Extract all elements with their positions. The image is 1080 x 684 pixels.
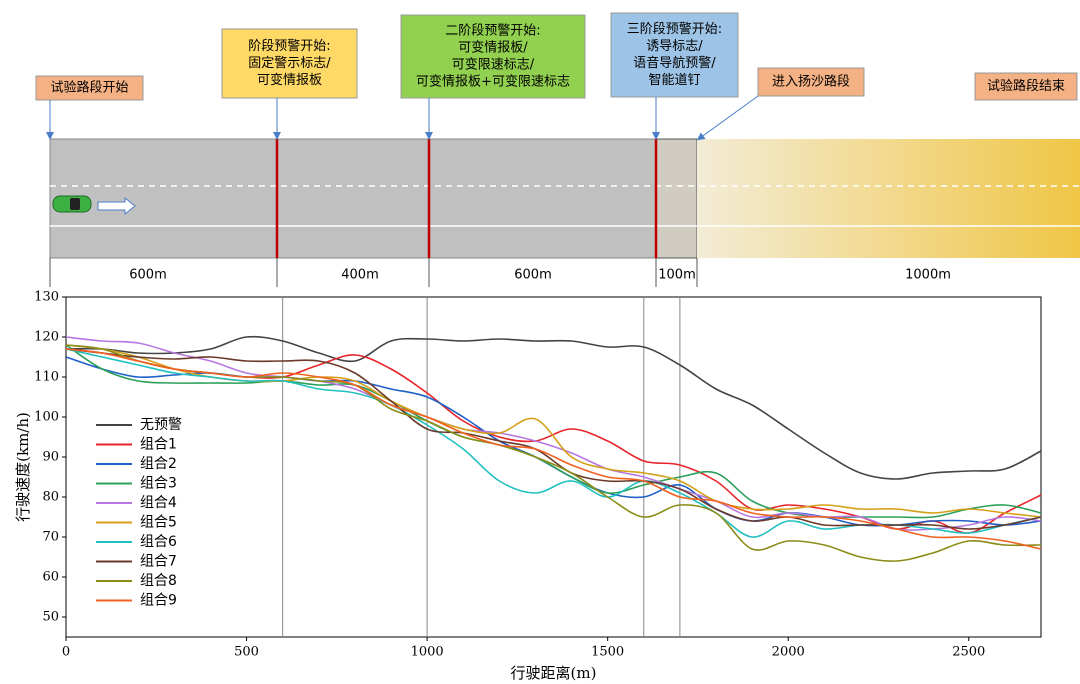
x-tick-label: 2500 <box>952 645 985 660</box>
series-line <box>66 337 1041 530</box>
legend-label: 组合4 <box>140 495 177 511</box>
y-tick-label: 120 <box>34 330 59 345</box>
callout-text: 可变情报板 <box>257 72 322 88</box>
road-normal <box>50 139 656 258</box>
x-tick-label: 1500 <box>591 645 624 660</box>
y-tick-label: 110 <box>34 370 59 385</box>
callout-text: 进入扬沙路段 <box>772 74 850 90</box>
y-tick-label: 100 <box>34 410 59 425</box>
legend-label: 无预警 <box>140 417 182 433</box>
series-line <box>66 349 1041 529</box>
callout-text: 固定警示标志/ <box>248 55 331 71</box>
legend-label: 组合3 <box>140 476 177 492</box>
legend-label: 组合5 <box>140 515 177 531</box>
y-axis-label: 行驶速度(km/h) <box>14 412 32 522</box>
series-line <box>66 345 1041 517</box>
x-tick-label: 0 <box>62 645 70 660</box>
callout-text: 智能道钉 <box>648 73 700 88</box>
segment-label: 100m <box>658 268 695 283</box>
callout-text: 可变情报板/ <box>458 40 528 56</box>
segment-label: 400m <box>341 268 378 283</box>
y-tick-label: 60 <box>42 570 59 585</box>
series-line <box>66 349 1041 549</box>
car-window <box>70 198 80 210</box>
x-tick-label: 1000 <box>411 645 444 660</box>
x-axis-label: 行驶距离(m) <box>511 664 597 682</box>
callout-text: 二阶段预警开始: <box>445 23 540 39</box>
legend-label: 组合1 <box>140 437 177 453</box>
callout-arrow <box>700 96 758 138</box>
legend-label: 组合8 <box>140 573 177 589</box>
callout-text: 试验路段结束 <box>987 78 1065 94</box>
series-line <box>66 345 1041 518</box>
x-tick-label: 2000 <box>772 645 805 660</box>
legend-label: 组合9 <box>140 593 177 609</box>
road <box>50 139 1080 258</box>
legend-label: 组合6 <box>140 534 177 550</box>
road-transition <box>656 139 697 258</box>
legend-label: 组合7 <box>140 554 177 570</box>
callout-text: 可变情报板+可变限速标志 <box>416 74 570 90</box>
legend-label: 组合2 <box>140 456 177 472</box>
chart: 0 500 1000 1500 2000 2500 50 60 70 80 90 100 110 120 1… <box>14 290 1041 683</box>
callout-text: 可变限速标志/ <box>452 57 535 73</box>
callout-text: 诱导标志/ <box>646 39 703 54</box>
callout-text: 试验路段开始 <box>50 80 128 96</box>
callout-text: 三阶段预警开始: <box>627 21 722 37</box>
series-line <box>66 337 1041 479</box>
y-tick-label: 50 <box>42 610 59 625</box>
segment-label: 600m <box>129 268 166 283</box>
y-tick-label: 90 <box>42 450 59 465</box>
y-tick-label: 130 <box>34 290 59 305</box>
segment-label: 600m <box>514 268 551 283</box>
road-sand <box>697 139 1080 258</box>
x-tick-label: 500 <box>234 645 259 660</box>
y-tick-label: 70 <box>42 530 59 545</box>
callout-text: 语音导航预警/ <box>633 55 716 71</box>
callout-text: 阶段预警开始: <box>248 38 330 54</box>
y-tick-label: 80 <box>42 490 59 505</box>
segment-label: 1000m <box>905 268 951 283</box>
page: 试验路段开始 阶段预警开始:固定警示标志/可变情报板 二阶段预警开始:可变情报板/可… <box>0 0 1080 684</box>
